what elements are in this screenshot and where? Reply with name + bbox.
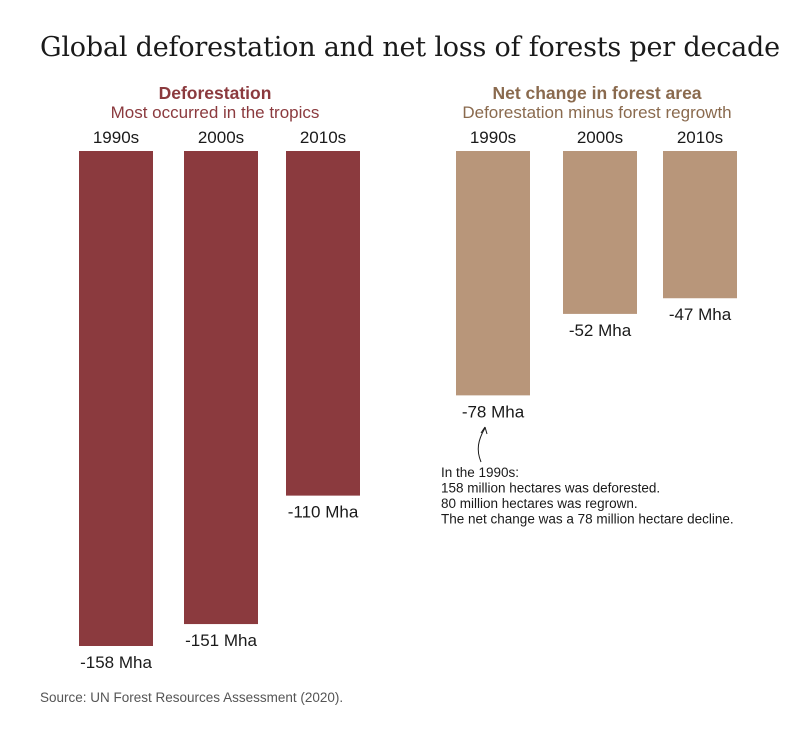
chart-title: Global deforestation and net loss of for… [40,32,780,63]
net-change-bar-1990s [456,151,530,396]
left-panel-title: Deforestation [158,83,272,103]
deforestation-value-label-2010s: -110 Mha [288,503,359,522]
right-panel-title: Net change in forest area [492,83,702,103]
left-panel-subtitle: Most occurred in the tropics [110,103,320,122]
deforestation-category-label-2010s: 2010s [300,128,346,147]
deforestation-bar-1990s [79,151,153,646]
deforestation-category-label-1990s: 1990s [93,128,139,147]
source-note: Source: UN Forest Resources Assessment (… [40,690,344,705]
annotation-arrow [477,427,486,463]
deforestation-bar-2000s [184,151,258,625]
net-change-bar-2010s [663,151,737,299]
net-change-category-label-1990s: 1990s [470,128,516,147]
annotation-line: The net change was a 78 million hectare … [441,512,734,527]
net-change-value-label-1990s: -78 Mha [462,402,525,421]
net-change-category-label-2000s: 2000s [577,128,623,147]
net-change-value-label-2000s: -52 Mha [569,321,632,340]
net-change-bar-2000s [563,151,637,314]
annotation-arrowhead [480,426,488,435]
annotation-line: In the 1990s: [441,465,519,480]
deforestation-bar-2010s [286,151,360,496]
net-change-category-label-2010s: 2010s [677,128,723,147]
deforestation-value-label-1990s: -158 Mha [80,653,152,672]
annotation-line: 158 million hectares was deforested. [441,481,660,496]
right-panel-subtitle: Deforestation minus forest regrowth [462,103,732,122]
net-change-value-label-2010s: -47 Mha [669,305,732,324]
annotation-line: 80 million hectares was regrown. [441,496,638,511]
deforestation-value-label-2000s: -151 Mha [185,631,257,650]
deforestation-category-label-2000s: 2000s [198,128,244,147]
